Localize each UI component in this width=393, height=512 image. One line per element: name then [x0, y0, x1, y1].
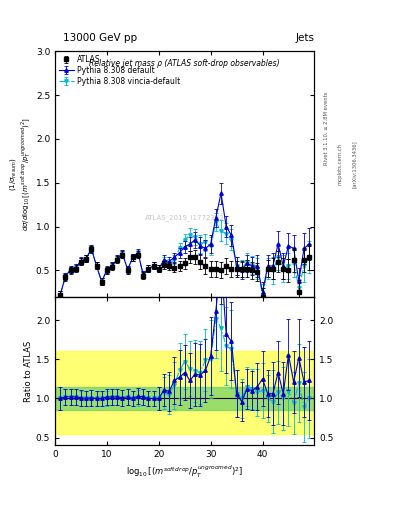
Bar — [55, 387, 314, 410]
Text: Rivet 3.1.10, ≥ 2.8M events: Rivet 3.1.10, ≥ 2.8M events — [324, 91, 329, 165]
Text: [arXiv:1306.3436]: [arXiv:1306.3436] — [352, 140, 357, 188]
Text: 13000 GeV pp: 13000 GeV pp — [63, 33, 137, 44]
Y-axis label: $(1/\sigma_{resum})$
$d\sigma/d\log_{10}[(m^{soft\,drop}/p_T^{ungroomed})^2]$: $(1/\sigma_{resum})$ $d\sigma/d\log_{10}… — [8, 117, 33, 231]
Text: Relative jet mass ρ (ATLAS soft-drop observables): Relative jet mass ρ (ATLAS soft-drop obs… — [89, 58, 280, 68]
Text: Jets: Jets — [296, 33, 314, 44]
Y-axis label: Ratio to ATLAS: Ratio to ATLAS — [24, 340, 33, 402]
Legend: ATLAS, Pythia 8.308 default, Pythia 8.308 vincia-default: ATLAS, Pythia 8.308 default, Pythia 8.30… — [57, 53, 182, 88]
Text: mcplots.cern.ch: mcplots.cern.ch — [338, 143, 343, 185]
Bar — [55, 351, 314, 434]
Text: ATLAS_2019_I1772362: ATLAS_2019_I1772362 — [145, 215, 224, 222]
X-axis label: $\log_{10}[(m^{soft\,drop}/p_T^{ungroomed})^2]$: $\log_{10}[(m^{soft\,drop}/p_T^{ungroome… — [126, 463, 243, 480]
